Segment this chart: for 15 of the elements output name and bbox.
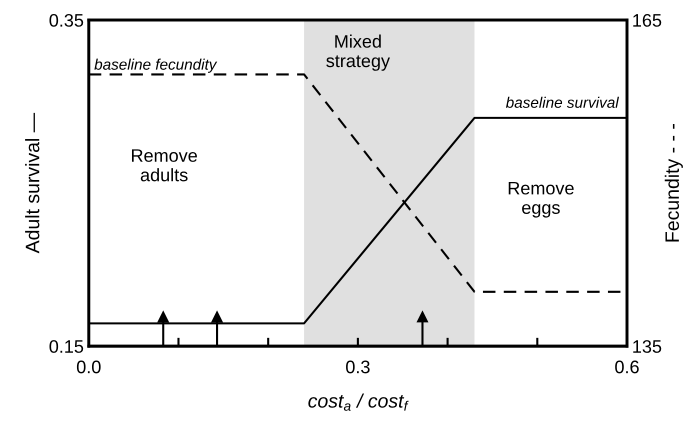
annotation: baseline fecundity <box>94 58 218 73</box>
x-axis-title: cost$_{a}$ / cost$_{f}$ <box>308 393 409 411</box>
x-tick-label: 0.3 <box>346 360 370 374</box>
y-axis-title: Adult survival — <box>25 112 40 254</box>
y2-tick-label: 165 <box>633 14 662 27</box>
y-tick-label: 0.15 <box>49 340 84 353</box>
x-tick-label: 0.0 <box>76 360 101 374</box>
annotation: Mixed strategy <box>326 34 390 71</box>
y2-tick-label: 135 <box>633 340 662 353</box>
x-tick-label: 0.6 <box>615 360 639 374</box>
y-tick-label: 0.35 <box>49 14 84 27</box>
annotation: baseline survival <box>506 96 620 108</box>
y2-axis-title: Fecundity - - - <box>664 124 683 242</box>
annotation: Remove eggs <box>508 182 574 218</box>
annotation: Remove adults <box>132 149 197 182</box>
